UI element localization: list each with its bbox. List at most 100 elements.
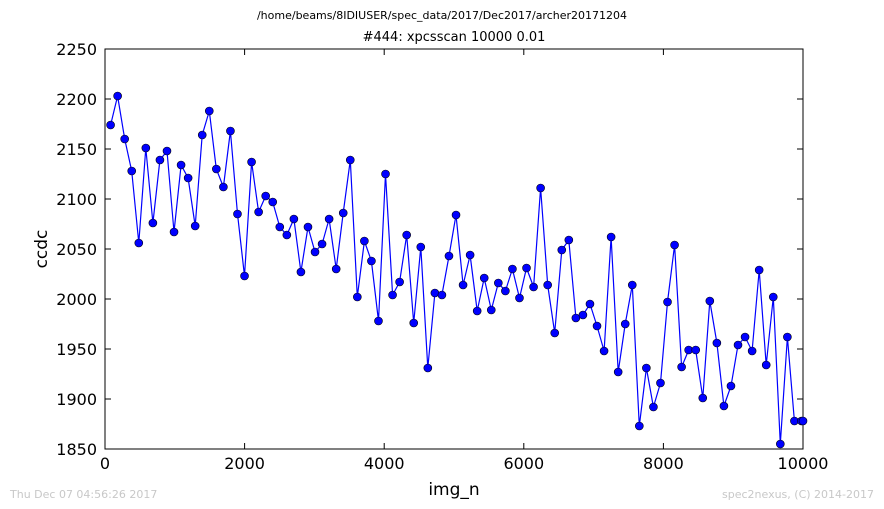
data-point bbox=[423, 363, 433, 373]
data-point bbox=[381, 169, 390, 179]
data-point bbox=[712, 338, 722, 348]
x-tick-label: 0 bbox=[100, 454, 110, 473]
data-point bbox=[761, 360, 771, 370]
y-tick-label: 1850 bbox=[56, 440, 97, 459]
data-point bbox=[691, 345, 701, 355]
data-point bbox=[585, 299, 595, 309]
plot-area bbox=[104, 48, 804, 450]
x-tick-label: 6000 bbox=[503, 454, 544, 473]
data-point bbox=[768, 292, 778, 302]
data-point bbox=[190, 221, 200, 231]
data-point bbox=[606, 232, 616, 242]
data-point bbox=[444, 251, 454, 261]
data-point bbox=[162, 146, 172, 156]
data-point bbox=[437, 290, 447, 300]
data-point bbox=[430, 288, 440, 298]
data-point bbox=[106, 120, 115, 130]
x-tick-label: 2000 bbox=[224, 454, 265, 473]
data-point bbox=[494, 278, 503, 288]
data-point bbox=[183, 173, 193, 183]
data-point bbox=[360, 236, 369, 246]
data-point bbox=[310, 247, 320, 257]
x-axis-label: img_n bbox=[428, 480, 479, 500]
data-point bbox=[289, 214, 299, 224]
axes-title: #444: xpcsscan 10000 0.01 bbox=[362, 30, 546, 45]
data-point bbox=[465, 250, 475, 260]
y-tick-label: 2100 bbox=[56, 190, 97, 209]
x-tick-label: 4000 bbox=[364, 454, 405, 473]
x-tick-label: 10000 bbox=[778, 454, 829, 473]
data-point bbox=[557, 245, 567, 255]
data-point bbox=[620, 319, 630, 329]
data-point bbox=[592, 321, 602, 331]
data-point bbox=[388, 290, 397, 300]
data-point bbox=[550, 328, 560, 338]
data-point bbox=[204, 106, 214, 116]
data-point bbox=[670, 240, 679, 250]
data-point bbox=[212, 164, 221, 174]
data-point bbox=[515, 293, 524, 303]
data-point bbox=[719, 401, 729, 411]
y-axis-label: ccdc bbox=[32, 230, 52, 269]
data-point bbox=[656, 378, 665, 388]
data-point bbox=[282, 230, 292, 240]
data-point bbox=[564, 235, 574, 245]
data-point bbox=[374, 316, 383, 326]
data-point bbox=[508, 264, 517, 274]
data-point bbox=[754, 265, 764, 275]
data-point bbox=[522, 263, 531, 273]
data-point bbox=[677, 362, 686, 372]
data-point bbox=[747, 346, 757, 356]
data-point bbox=[733, 340, 743, 350]
data-point bbox=[219, 182, 228, 192]
data-point bbox=[613, 367, 623, 377]
data-point bbox=[233, 209, 242, 219]
data-point bbox=[120, 134, 129, 144]
data-point bbox=[331, 264, 341, 274]
data-point bbox=[536, 183, 545, 193]
data-point bbox=[353, 292, 362, 302]
y-tick-label: 1900 bbox=[56, 390, 97, 409]
data-point bbox=[642, 363, 651, 373]
data-point bbox=[141, 143, 151, 153]
data-point bbox=[148, 218, 158, 228]
data-point bbox=[529, 282, 538, 292]
data-point bbox=[627, 280, 637, 290]
data-point bbox=[726, 381, 736, 391]
y-tick-label: 1950 bbox=[56, 340, 97, 359]
footer-timestamp: Thu Dec 07 04:56:26 2017 bbox=[10, 488, 158, 501]
data-point bbox=[416, 242, 426, 252]
data-point bbox=[458, 280, 468, 290]
data-point bbox=[578, 310, 588, 320]
data-point bbox=[345, 155, 355, 165]
data-point bbox=[472, 306, 482, 316]
data-point bbox=[479, 273, 489, 283]
data-point bbox=[226, 126, 235, 136]
data-point bbox=[261, 191, 270, 201]
data-point bbox=[402, 230, 411, 240]
data-point bbox=[268, 197, 278, 207]
data-point bbox=[254, 207, 263, 217]
data-point bbox=[409, 318, 419, 328]
data-point bbox=[776, 439, 785, 449]
data-point bbox=[740, 332, 750, 342]
data-point bbox=[663, 297, 672, 307]
data-point bbox=[451, 210, 461, 220]
data-point bbox=[705, 296, 715, 306]
data-point bbox=[240, 271, 249, 281]
data-point bbox=[127, 166, 137, 176]
data-point bbox=[247, 157, 256, 167]
data-point bbox=[275, 222, 285, 232]
data-point bbox=[635, 421, 644, 431]
data-point bbox=[798, 416, 808, 426]
y-tick-label: 2250 bbox=[56, 40, 97, 59]
data-point bbox=[176, 160, 186, 170]
data-point bbox=[113, 91, 122, 101]
y-tick-label: 2000 bbox=[56, 290, 97, 309]
data-point bbox=[324, 214, 334, 224]
data-point bbox=[599, 346, 609, 356]
y-tick-label: 2200 bbox=[56, 90, 97, 109]
data-point bbox=[338, 208, 348, 218]
data-point bbox=[783, 332, 792, 342]
